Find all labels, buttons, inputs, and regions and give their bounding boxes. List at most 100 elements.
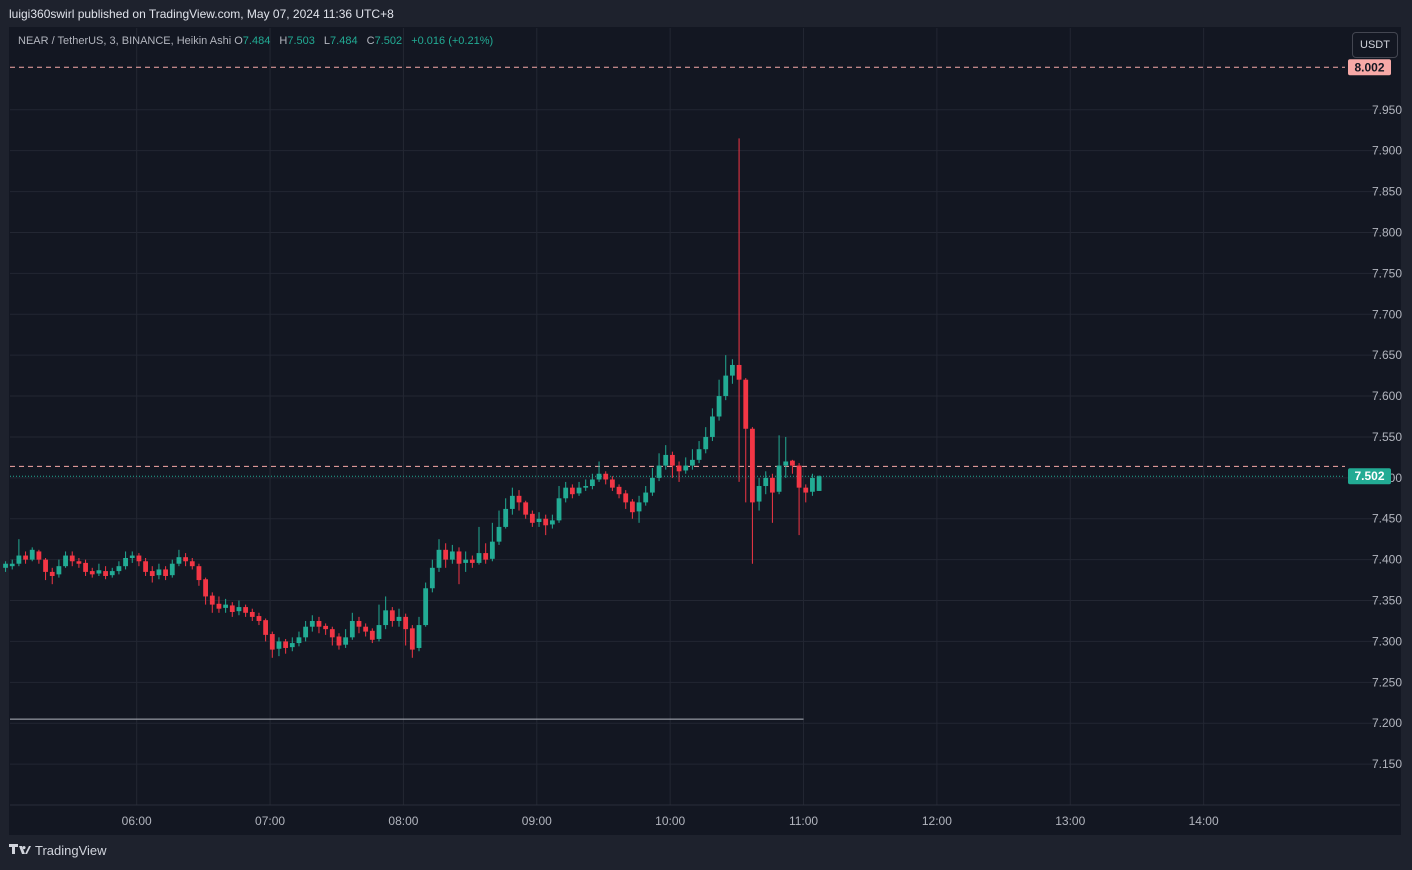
- price-label: 8.002: [1354, 60, 1384, 74]
- candle-body: [56, 566, 62, 575]
- candle-body: [3, 563, 8, 568]
- x-tick-label: 14:00: [1189, 814, 1219, 828]
- candle-body: [569, 487, 575, 495]
- candle-body: [249, 611, 255, 617]
- currency-button[interactable]: USDT: [1352, 32, 1398, 58]
- candle-body: [636, 502, 642, 512]
- symbol-info[interactable]: NEAR / TetherUS, 3, BINANCE, Heikin Ashi: [18, 35, 232, 47]
- y-tick-label: 7.300: [1372, 634, 1402, 648]
- candle-body: [643, 492, 649, 503]
- y-tick-label: 7.800: [1372, 225, 1402, 239]
- candle-body: [649, 477, 655, 493]
- candle-body: [403, 616, 409, 630]
- candle-body: [289, 643, 295, 648]
- candle-body: [83, 562, 88, 572]
- candle-body: [69, 555, 75, 562]
- candle-body: [549, 520, 555, 525]
- y-tick-label: 7.900: [1372, 144, 1402, 158]
- candle-body: [703, 436, 709, 450]
- candle-body: [463, 559, 469, 563]
- candle-body: [529, 513, 535, 523]
- candle-body: [243, 607, 249, 613]
- candle-body: [456, 551, 462, 564]
- candle-body: [36, 551, 42, 560]
- candle-body: [783, 461, 789, 466]
- x-tick-label: 07:00: [255, 814, 285, 828]
- candle-body: [283, 641, 289, 648]
- candle-body: [89, 571, 95, 575]
- candle-body: [376, 625, 382, 639]
- candle-body: [516, 495, 522, 503]
- high-value: 7.503: [287, 35, 315, 47]
- candle-body: [396, 616, 402, 621]
- candle-body: [509, 495, 515, 509]
- candle-body: [63, 555, 68, 567]
- y-tick-label: 7.200: [1372, 716, 1402, 730]
- candle-body: [369, 630, 375, 640]
- candle-body: [29, 549, 35, 560]
- candle-body: [389, 610, 395, 621]
- candle-body: [756, 486, 762, 502]
- candle-body: [616, 486, 622, 495]
- candle-body: [263, 620, 269, 635]
- candle-body: [196, 566, 202, 581]
- candle-body: [476, 553, 482, 563]
- candle-body: [136, 555, 142, 562]
- publisher-caption: luigi360swirl published on TradingView.c…: [9, 7, 394, 21]
- y-tick-label: 7.250: [1372, 675, 1402, 689]
- candle-body: [76, 561, 82, 564]
- candle-body: [449, 551, 455, 560]
- x-tick-label: 06:00: [122, 814, 152, 828]
- candle-body: [429, 567, 435, 589]
- y-tick-label: 7.600: [1372, 389, 1402, 403]
- y-tick-label: 7.150: [1372, 757, 1402, 771]
- candle-body: [143, 561, 148, 572]
- candle-body: [103, 571, 108, 576]
- candle-body: [409, 628, 415, 650]
- y-tick-label: 7.450: [1372, 512, 1402, 526]
- close-label: C: [366, 35, 375, 47]
- candle-body: [209, 595, 215, 605]
- candle-body: [223, 604, 229, 608]
- price-label-box: [1348, 468, 1391, 485]
- y-tick-label: 7.950: [1372, 103, 1402, 117]
- candle-body: [23, 555, 28, 560]
- candle-body: [736, 364, 742, 380]
- candle-body: [383, 610, 389, 626]
- candle-body: [323, 625, 329, 630]
- candle-body: [683, 465, 689, 471]
- candle-body: [656, 465, 662, 478]
- chart-frame[interactable]: [9, 27, 1401, 835]
- candle-body: [329, 629, 335, 638]
- candle-body: [776, 465, 782, 492]
- candle-body: [416, 625, 422, 648]
- candle-body: [503, 508, 509, 527]
- candle-body: [16, 555, 22, 564]
- candle-body: [556, 498, 562, 521]
- candle-body: [663, 454, 669, 466]
- y-tick-label: 7.650: [1372, 348, 1402, 362]
- candle-body: [203, 579, 209, 597]
- candle-body: [790, 460, 795, 466]
- candle-body: [236, 607, 242, 612]
- candle-body: [710, 416, 715, 437]
- candle-body: [129, 555, 135, 558]
- footer-brand[interactable]: TradingView: [9, 843, 107, 858]
- candle-body: [256, 616, 262, 621]
- candle-body: [269, 634, 275, 650]
- candle-body: [349, 620, 355, 638]
- candle-body: [216, 603, 222, 609]
- candle-body: [583, 486, 589, 488]
- candle-body: [483, 553, 489, 560]
- candle-body: [589, 479, 595, 487]
- x-tick-label: 10:00: [655, 814, 685, 828]
- candle-body: [176, 557, 182, 564]
- candle-body: [803, 487, 809, 493]
- candle-body: [109, 571, 115, 576]
- candle-body: [603, 473, 609, 480]
- candle-body: [563, 487, 569, 499]
- candle-body: [796, 465, 802, 488]
- candle-body: [689, 459, 695, 466]
- price-label-box: [1348, 59, 1391, 76]
